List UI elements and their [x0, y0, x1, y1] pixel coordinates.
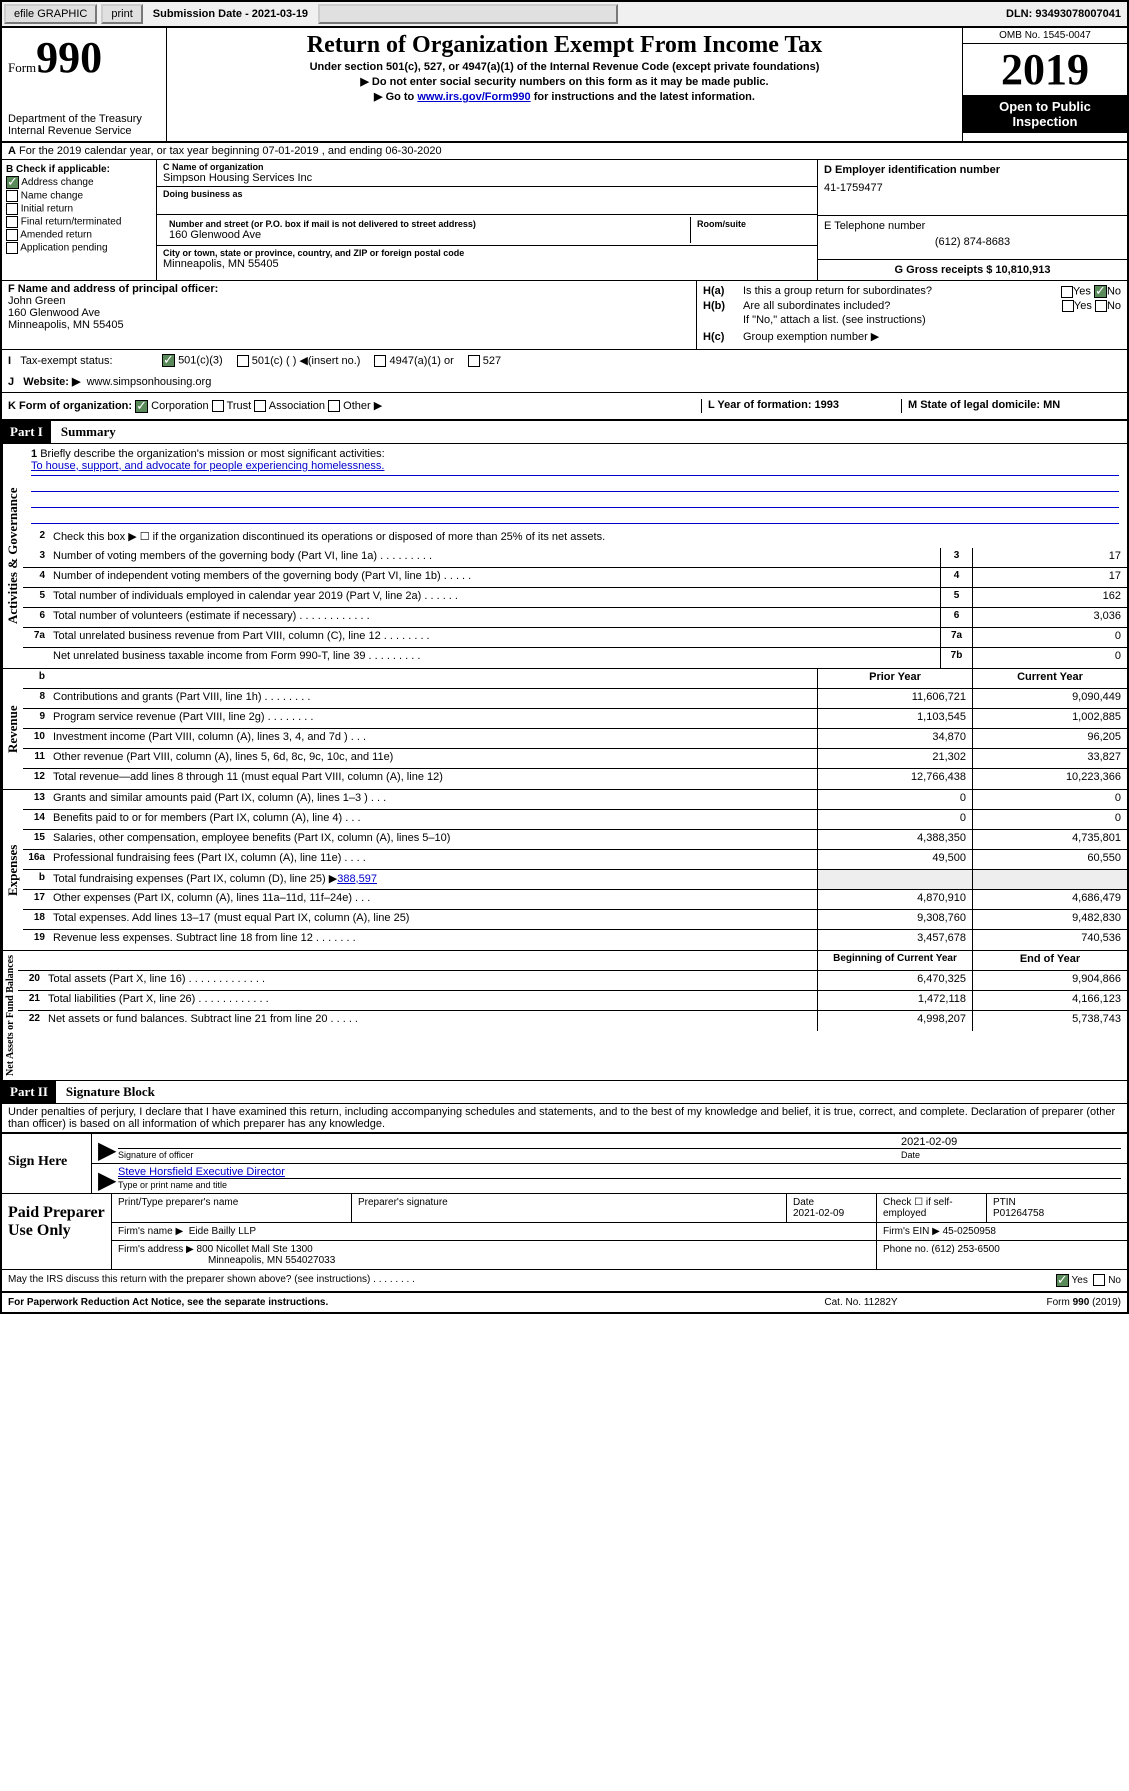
vtab-expenses: Expenses: [2, 790, 23, 950]
chk-amended[interactable]: [6, 229, 18, 241]
tax-year: 2019: [963, 44, 1127, 95]
chk-501c3[interactable]: [162, 354, 175, 367]
chk-4947[interactable]: [374, 355, 386, 367]
vtab-net-assets: Net Assets or Fund Balances: [2, 951, 18, 1080]
chk-hb-yes[interactable]: [1062, 300, 1074, 312]
col-b-checkboxes: B Check if applicable: Address change Na…: [2, 160, 157, 280]
top-bar: efile GRAPHIC print Submission Date - 20…: [2, 2, 1127, 28]
paid-preparer-block: Paid Preparer Use Only Print/Type prepar…: [2, 1193, 1127, 1269]
row-a-tax-year: A For the 2019 calendar year, or tax yea…: [2, 143, 1127, 160]
form-number: Form990: [8, 32, 160, 83]
chk-trust[interactable]: [212, 400, 224, 412]
summary-expenses: Expenses 13Grants and similar amounts pa…: [2, 790, 1127, 951]
chk-discuss-yes[interactable]: [1056, 1274, 1069, 1287]
row-i-tax-status: I Tax-exempt status: 501(c)(3) 501(c) ( …: [2, 350, 1127, 371]
perjury-statement: Under penalties of perjury, I declare th…: [2, 1104, 1127, 1132]
chk-other[interactable]: [328, 400, 340, 412]
box-ein: D Employer identification number 41-1759…: [818, 160, 1127, 216]
arrow-icon: ▶: [98, 1141, 118, 1161]
print-button[interactable]: print: [101, 4, 142, 24]
box-gross-receipts: G Gross receipts $ 10,810,913: [818, 260, 1127, 280]
form-title: Return of Organization Exempt From Incom…: [173, 32, 956, 59]
department-label: Department of the Treasury Internal Reve…: [8, 113, 160, 137]
chk-hb-no[interactable]: [1095, 300, 1107, 312]
box-dba: Doing business as: [157, 187, 817, 215]
line-1-mission: 1 Briefly describe the organization's mi…: [23, 444, 1127, 528]
chk-initial-return[interactable]: [6, 203, 18, 215]
efile-button[interactable]: efile GRAPHIC: [4, 4, 97, 24]
subtitle-2: ▶ Do not enter social security numbers o…: [173, 75, 956, 88]
chk-app-pending[interactable]: [6, 242, 18, 254]
chk-assoc[interactable]: [254, 400, 266, 412]
chk-address-change[interactable]: [6, 176, 19, 189]
chk-name-change[interactable]: [6, 190, 18, 202]
discuss-row: May the IRS discuss this return with the…: [2, 1269, 1127, 1291]
chk-discuss-no[interactable]: [1093, 1274, 1105, 1286]
summary-governance: Activities & Governance 1 Briefly descri…: [2, 444, 1127, 669]
row-k-org-form: K Form of organization: Corporation Trus…: [2, 393, 1127, 421]
dropdown-button[interactable]: [318, 4, 618, 24]
arrow-icon: ▶: [98, 1171, 118, 1191]
part-1-header: Part I Summary: [2, 421, 1127, 444]
chk-ha-yes[interactable]: [1061, 286, 1073, 298]
form-header: Form990 Department of the Treasury Inter…: [2, 28, 1127, 143]
irs-link[interactable]: www.irs.gov/Form990: [417, 91, 530, 103]
footer: For Paperwork Reduction Act Notice, see …: [2, 1291, 1127, 1312]
summary-net-assets: Net Assets or Fund Balances Beginning of…: [2, 951, 1127, 1080]
sign-here-block: Sign Here ▶ Signature of officer 2021-02…: [2, 1132, 1127, 1193]
chk-final-return[interactable]: [6, 216, 18, 228]
row-j-website: J Website: ▶ www.simpsonhousing.org: [2, 371, 1127, 393]
box-address: Number and street (or P.O. box if mail i…: [157, 215, 817, 246]
summary-revenue: Revenue bPrior YearCurrent Year 8Contrib…: [2, 669, 1127, 790]
box-city: City or town, state or province, country…: [157, 246, 817, 272]
year-formation: L Year of formation: 1993: [708, 399, 839, 411]
chk-501c[interactable]: [237, 355, 249, 367]
subtitle-3: ▶ Go to www.irs.gov/Form990 for instruct…: [173, 90, 956, 103]
section-f-h: F Name and address of principal officer:…: [2, 281, 1127, 350]
chk-ha-no[interactable]: [1094, 285, 1107, 298]
dln-number: DLN: 93493078007041: [1006, 8, 1121, 20]
vtab-revenue: Revenue: [2, 669, 23, 789]
submission-date: Submission Date - 2021-03-19: [145, 6, 316, 22]
chk-527[interactable]: [468, 355, 480, 367]
box-org-name: C Name of organization Simpson Housing S…: [157, 160, 817, 187]
part-2-header: Part II Signature Block: [2, 1080, 1127, 1104]
chk-corp[interactable]: [135, 400, 148, 413]
box-phone: E Telephone number (612) 874-8683: [818, 216, 1127, 260]
omb-number: OMB No. 1545-0047: [963, 28, 1127, 44]
section-b-through-g: B Check if applicable: Address change Na…: [2, 160, 1127, 281]
state-domicile: M State of legal domicile: MN: [908, 399, 1060, 411]
open-public-label: Open to Public Inspection: [963, 95, 1127, 133]
subtitle-1: Under section 501(c), 527, or 4947(a)(1)…: [173, 61, 956, 73]
vtab-governance: Activities & Governance: [2, 444, 23, 668]
form-container: efile GRAPHIC print Submission Date - 20…: [0, 0, 1129, 1314]
